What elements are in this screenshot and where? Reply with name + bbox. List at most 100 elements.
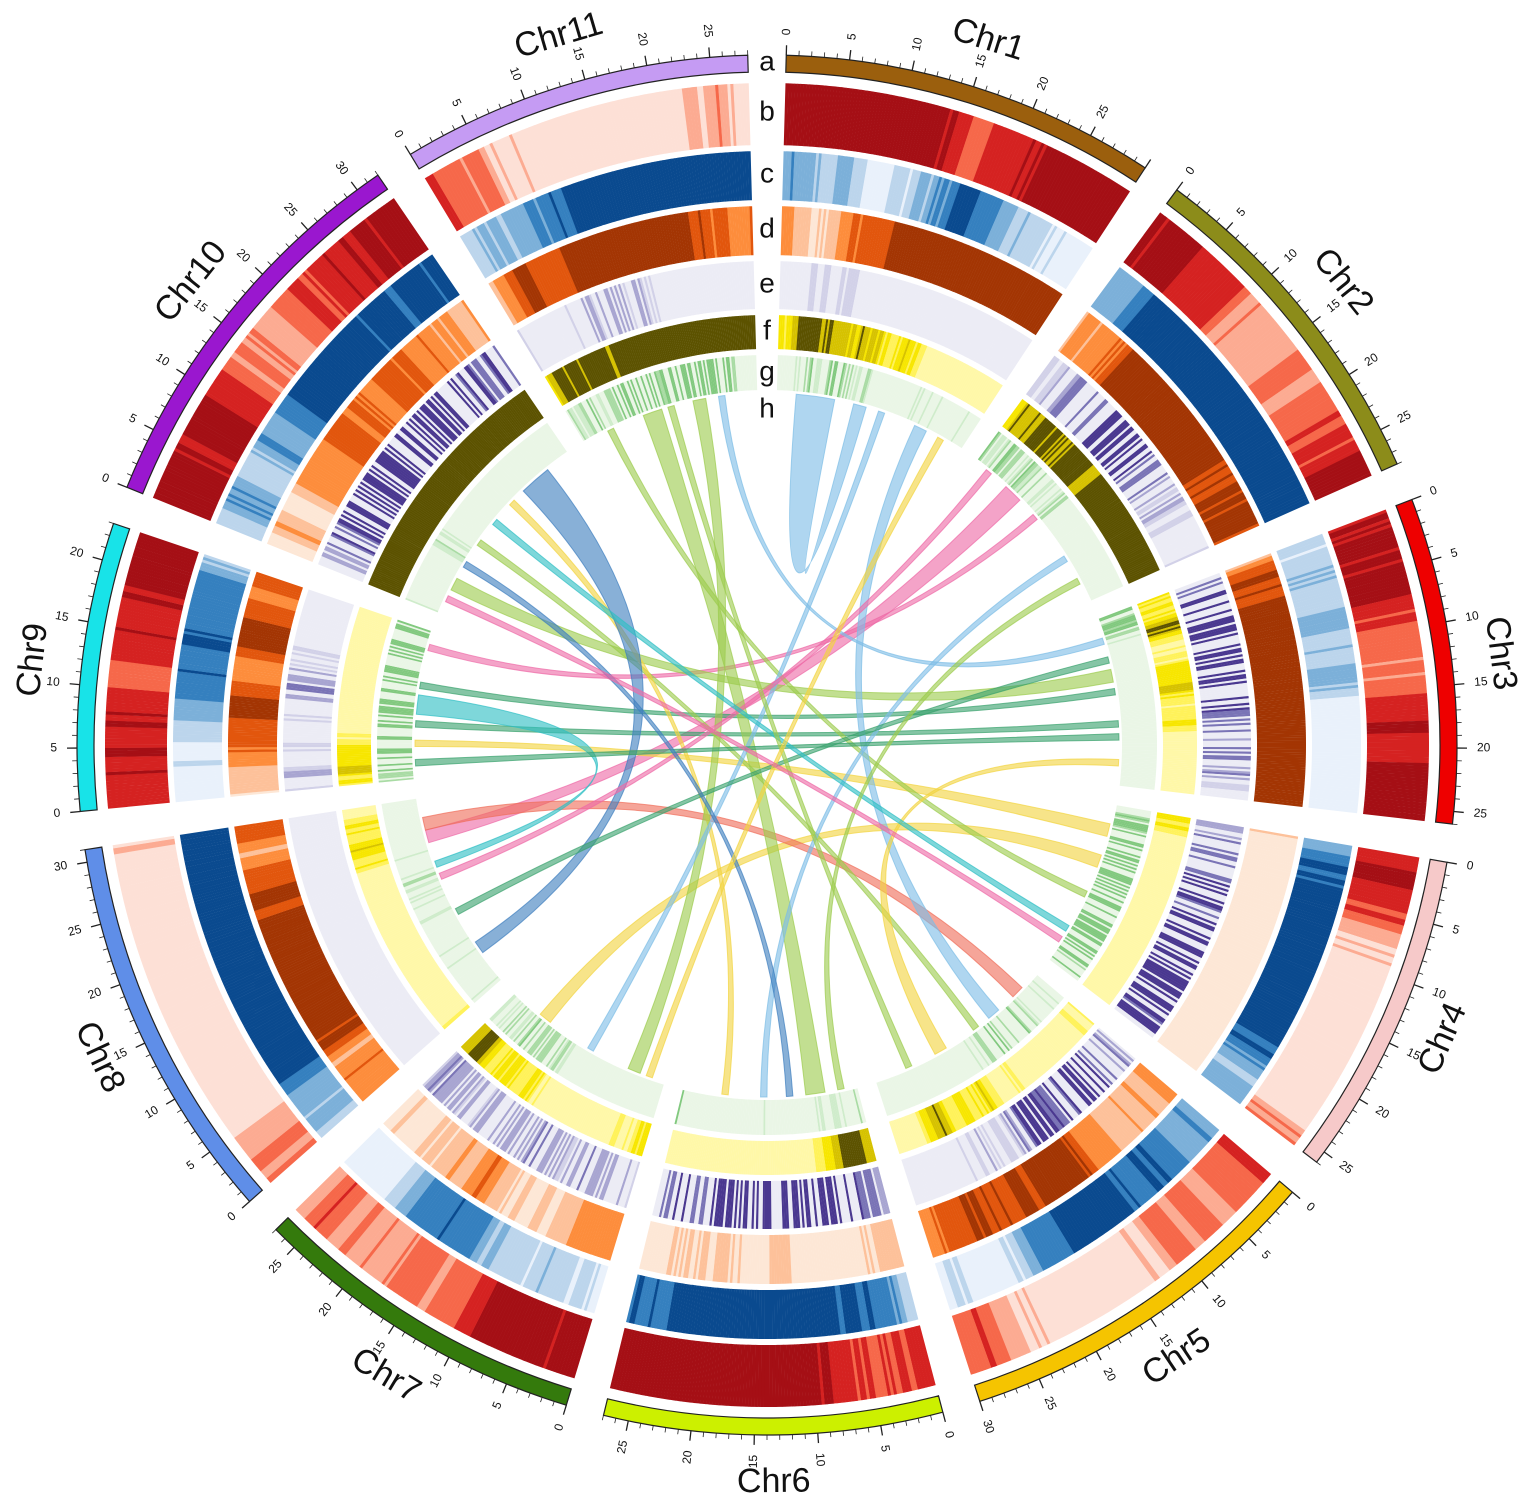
track-b-bin-chr8 xyxy=(221,1085,275,1124)
track-b-bin-chr1 xyxy=(797,83,804,146)
track-b-bin-chr6 xyxy=(868,1335,883,1398)
track-b-bin-chr7 xyxy=(383,1234,422,1287)
track-b-bin-chr3 xyxy=(1365,696,1428,704)
track-b-bin-chr5 xyxy=(951,1314,975,1375)
track-b-bin-chr7 xyxy=(396,1242,434,1296)
track-b-bin-chr1 xyxy=(866,92,880,154)
track-b-bin-chr5 xyxy=(1129,1221,1170,1273)
track-b-bin-chr4 xyxy=(1335,932,1396,956)
track-b-bin-chr2 xyxy=(1268,381,1323,419)
track-b-bin-chr5 xyxy=(1067,1262,1102,1318)
track-b-bin-chr6 xyxy=(810,1343,819,1406)
track-b-bin-chr5 xyxy=(1172,1185,1217,1234)
track-b-bin-chr1 xyxy=(983,127,1009,187)
track-b-bin-chr5 xyxy=(1136,1216,1177,1267)
track-b-bin-chr1 xyxy=(1086,184,1123,239)
track-b-bin-chr6 xyxy=(884,1332,901,1395)
track-b-bin-chr1 xyxy=(786,83,792,146)
track-b-bin-chr1 xyxy=(789,83,795,146)
track-b-bin-chr4 xyxy=(1357,849,1419,864)
track-b-bin-chr5 xyxy=(1070,1261,1105,1317)
track-b-bin-chr7 xyxy=(315,1183,360,1232)
track-b-bin-chr5 xyxy=(1191,1166,1239,1213)
track-b-bin-chr7 xyxy=(427,1259,462,1315)
track-b-bin-chr8 xyxy=(148,958,208,984)
track-b-bin-chr8 xyxy=(206,1064,261,1101)
track-b-bin-chr10 xyxy=(188,420,244,454)
track-b-bin-chr4 xyxy=(1296,1023,1354,1056)
track-b-bin-chr9 xyxy=(106,788,169,797)
track-b-bin-chr3 xyxy=(1366,769,1429,776)
track-b-bin-chr9 xyxy=(137,538,198,561)
track-b-bin-chr8 xyxy=(254,1124,305,1167)
track-b-bin-chr2 xyxy=(1270,384,1324,421)
track-b-bin-chr1 xyxy=(877,94,892,156)
track-b-bin-chr9 xyxy=(105,735,168,740)
track-b-bin-chr5 xyxy=(1003,1295,1031,1354)
track-b-bin-chr4 xyxy=(1334,937,1394,961)
track-b-bin-chr1 xyxy=(847,88,859,151)
track-b-bin-chr7 xyxy=(354,1214,396,1265)
track-c-bin-chr9 xyxy=(173,747,223,751)
track-b-bin-chr8 xyxy=(211,1071,266,1108)
track-b-bin-chr3 xyxy=(1365,778,1428,785)
track-b-bin-chr6 xyxy=(882,1333,898,1395)
track-b-bin-chr4 xyxy=(1294,1028,1351,1062)
track-b-bin-chr9 xyxy=(105,766,168,773)
track-b-bin-chr6 xyxy=(838,1340,850,1403)
track-b-bin-chr9 xyxy=(114,629,177,644)
track-b-bin-chr2 xyxy=(1280,402,1336,438)
track-b-bin-chr8 xyxy=(241,1109,293,1151)
track-b-bin-chr4 xyxy=(1283,1048,1339,1083)
track-b-bin-chr7 xyxy=(453,1273,486,1330)
track-b-bin-chr7 xyxy=(539,1308,564,1368)
track-b-bin-chr1 xyxy=(930,108,951,169)
track-b-bin-chr9 xyxy=(113,635,176,649)
track-b-bin-chr5 xyxy=(1081,1254,1118,1309)
track-b-bin-chr5 xyxy=(1147,1207,1189,1258)
track-b-bin-chr6 xyxy=(794,1344,801,1407)
track-b-bin-chr1 xyxy=(1060,167,1094,224)
track-b-bin-chr2 xyxy=(1218,309,1268,353)
track-b-bin-chr5 xyxy=(1116,1231,1156,1284)
track-b-bin-chr8 xyxy=(159,983,218,1012)
track-b-bin-chr7 xyxy=(531,1305,556,1365)
track-b-bin-chr8 xyxy=(216,1078,270,1116)
track-b-bin-chr2 xyxy=(1155,240,1199,290)
track-b-bin-chr2 xyxy=(1205,293,1254,338)
track-b-bin-chr5 xyxy=(1153,1202,1196,1252)
track-b-bin-chr7 xyxy=(308,1177,354,1225)
track-b-bin-chr8 xyxy=(245,1114,296,1155)
track-b-bin-chr7 xyxy=(317,1185,362,1234)
track-b-bin-chr5 xyxy=(1144,1209,1187,1260)
track-b-bin-chr9 xyxy=(106,695,169,704)
track-b-bin-chr4 xyxy=(1314,986,1373,1015)
track-b-bin-chr8 xyxy=(183,1028,240,1061)
track-b-bin-chr7 xyxy=(342,1205,385,1256)
track-b-bin-chr6 xyxy=(672,1338,685,1401)
track-b-bin-chr7 xyxy=(304,1174,350,1221)
track-b-bin-chr1 xyxy=(985,128,1012,188)
track-b-bin-chr9 xyxy=(135,543,196,566)
track-b-bin-chr5 xyxy=(1093,1246,1131,1301)
track-b-bin-chr3 xyxy=(1352,599,1414,617)
track-b-bin-chr5 xyxy=(1011,1291,1040,1350)
track-b-bin-chr4 xyxy=(1332,943,1392,967)
track-b-bin-chr3 xyxy=(1353,605,1415,622)
track-b-bin-chr9 xyxy=(112,644,174,657)
track-b-bin-chr5 xyxy=(1018,1288,1048,1346)
track-b-bin-chr6 xyxy=(879,1333,895,1396)
track-b-bin-chr6 xyxy=(645,1334,660,1397)
track-b-bin-chr8 xyxy=(213,1073,267,1111)
track-b-bin-chr1 xyxy=(800,84,808,147)
track-b-bin-chr8 xyxy=(134,921,195,944)
track-b-bin-chr1 xyxy=(928,107,948,168)
track-b-bin-chr6 xyxy=(763,1344,767,1407)
track-b-bin-chr4 xyxy=(1326,958,1386,984)
track-b-bin-chr7 xyxy=(347,1209,389,1260)
track-b-bin-chr6 xyxy=(702,1342,712,1405)
track-b-bin-chr8 xyxy=(191,1040,247,1075)
track-b-bin-chr5 xyxy=(1084,1252,1120,1307)
track-b-bin-chr8 xyxy=(139,935,199,958)
track-b-bin-chr2 xyxy=(1283,407,1339,442)
